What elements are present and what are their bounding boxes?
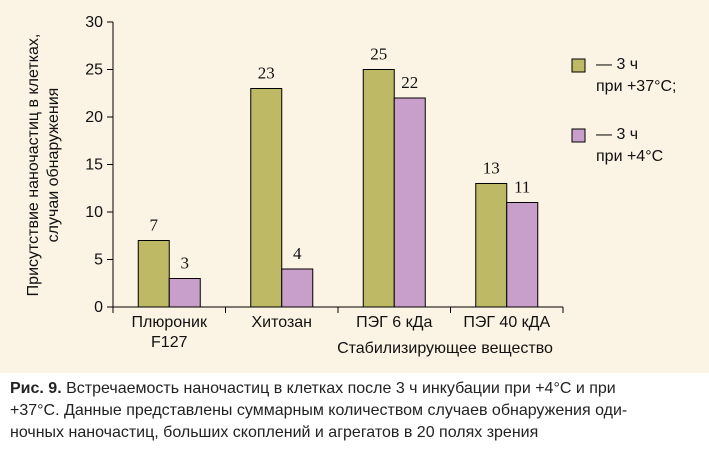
- x-axis-label: Стабилизирующее вещество: [337, 340, 553, 357]
- caption-line-3: ночных наночастиц, больших скоплений и а…: [10, 424, 539, 441]
- y-tick-label: 0: [94, 299, 103, 316]
- x-tick-label: F127: [151, 334, 188, 351]
- bar-series1: [250, 88, 283, 308]
- legend-swatch-series1: [571, 58, 586, 73]
- x-tick-label: ПЭГ 6 кДа: [356, 314, 432, 331]
- y-axis-label-line: случаи обнаружения: [45, 88, 62, 243]
- bar-series2: [393, 97, 426, 308]
- legend-label: при +37°C;: [596, 78, 676, 95]
- y-tick-label: 25: [85, 62, 103, 79]
- caption-line-2: +37°C. Данные представлены суммарным кол…: [10, 402, 628, 419]
- x-tick-label: ПЭГ 40 кДА: [463, 314, 550, 331]
- bar-series2: [281, 268, 314, 308]
- data-label: 13: [483, 159, 500, 178]
- legend-label: при +4°C: [596, 148, 663, 165]
- data-label: 23: [258, 64, 275, 83]
- legend-label: — 3 ч: [596, 126, 638, 143]
- bar-series2: [168, 278, 201, 308]
- y-tick-label: 20: [85, 109, 103, 126]
- bar-series1: [475, 183, 508, 308]
- data-label: 22: [401, 73, 418, 92]
- x-tick-label: Хитозан: [251, 314, 312, 331]
- bar-series2: [506, 202, 539, 308]
- data-label: 3: [181, 254, 190, 273]
- y-tick-label: 5: [94, 252, 103, 269]
- legend-swatch-series2: [571, 128, 586, 143]
- figure-caption: Рис. 9. Встречаемость наночастиц в клетк…: [10, 378, 700, 444]
- data-label: 4: [293, 244, 302, 263]
- bar-chart: Присутствие наночастиц в клетках, случаи …: [25, 14, 676, 357]
- bar-series1: [362, 69, 395, 308]
- y-tick-label: 10: [85, 204, 103, 221]
- y-axis-label-line: Присутствие наночастиц в клетках,: [25, 34, 42, 297]
- data-label: 7: [150, 216, 159, 235]
- y-tick-label: 30: [85, 14, 103, 31]
- bar-series1: [137, 240, 170, 308]
- caption-line-1: Встречаемость наночастиц в клетках после…: [66, 380, 616, 397]
- y-tick-label: 15: [85, 157, 103, 174]
- data-label: 11: [514, 178, 530, 197]
- x-tick-label: Плюроник: [132, 314, 208, 331]
- data-label: 25: [370, 45, 387, 64]
- legend-label: — 3 ч: [596, 56, 638, 73]
- chart-panel: Присутствие наночастиц в клетках, случаи …: [0, 0, 709, 373]
- caption-label: Рис. 9.: [10, 380, 62, 397]
